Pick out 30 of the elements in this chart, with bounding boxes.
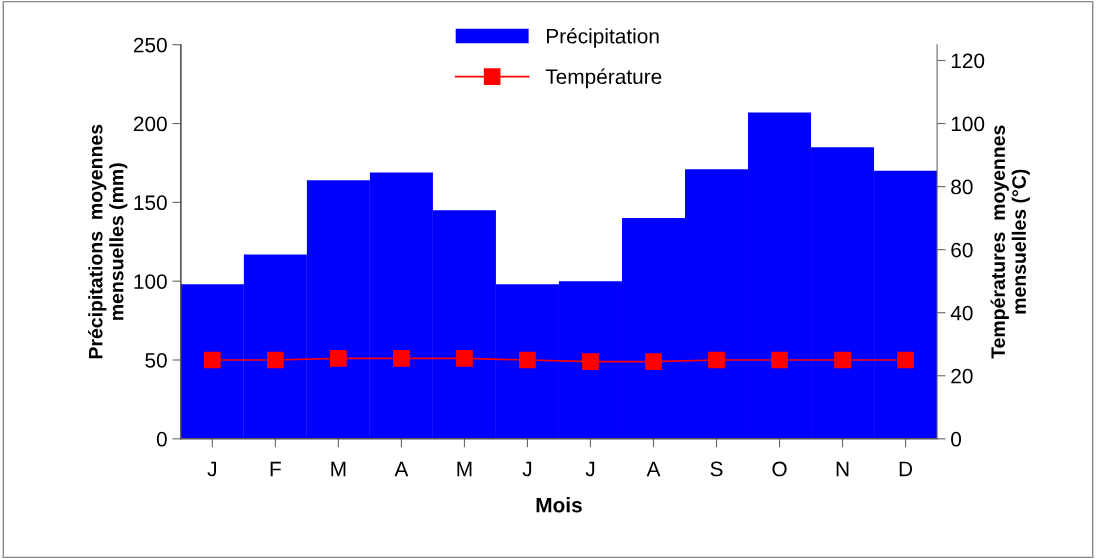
x-tick-label: O (772, 461, 787, 477)
x-tick-label: M (331, 461, 346, 477)
x-tick-label: A (394, 461, 409, 477)
x-tick-label: A (646, 461, 661, 477)
x-tick-label: J (585, 461, 595, 477)
y2-tick-label: 40 (950, 305, 973, 321)
x-tick-label: J (207, 461, 217, 477)
y-axis-title: Précipitations moyennes mensuelles (mm) (88, 124, 128, 359)
y-tick-label: 150 (134, 195, 167, 211)
y2-tick-label: 80 (951, 179, 973, 195)
y2-tick-label: 120 (951, 53, 985, 69)
legend-label: Température (545, 68, 662, 89)
y-tick-label: 250 (133, 37, 167, 53)
y2-tick-label: 100 (951, 116, 985, 132)
y-tick-label: 200 (133, 116, 167, 132)
x-tick-label: N (836, 461, 849, 477)
y2-axis-title: Températures moyennes mensuelles (°C) (990, 125, 1030, 359)
x-tick-label: S (710, 461, 723, 477)
y2-tick-label: 20 (951, 368, 973, 384)
y2-tick-label: 60 (951, 242, 973, 258)
y-tick-label: 100 (134, 274, 167, 289)
x-tick-label: M (457, 461, 472, 477)
y2-tick-label: 0 (951, 431, 962, 447)
y-tick-label: 50 (145, 353, 167, 368)
x-tick-label: D (899, 461, 913, 477)
x-axis-title: Mois (536, 497, 582, 513)
legend-label: Précipitation (546, 28, 659, 48)
x-tick-label: F (270, 461, 281, 477)
y-tick-label: 0 (156, 431, 167, 447)
x-tick-label: J (522, 461, 532, 477)
